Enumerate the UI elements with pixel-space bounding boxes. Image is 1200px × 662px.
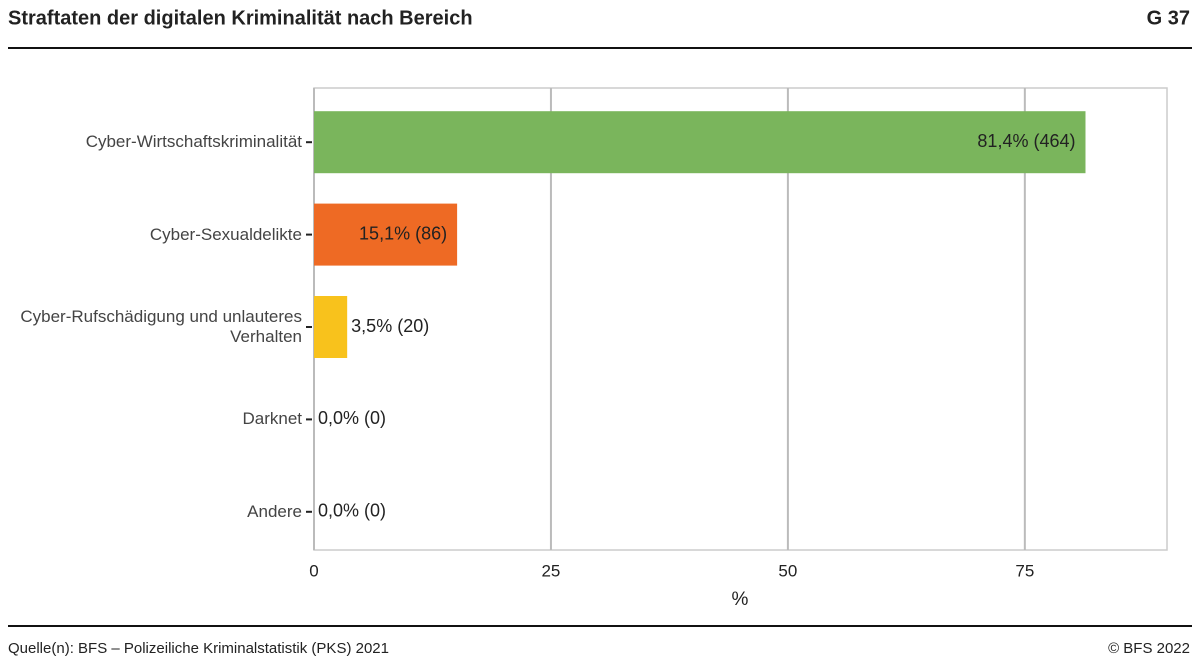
value-label: 0,0% (0) (318, 501, 386, 521)
bar (314, 111, 1086, 174)
source: Quelle(n): BFS – Polizeiliche Kriminalst… (8, 640, 389, 657)
x-tick-label: 75 (1015, 561, 1034, 580)
value-label: 0,0% (0) (318, 408, 386, 428)
value-label: 81,4% (464) (977, 131, 1075, 151)
category-label: Andere (247, 501, 302, 521)
x-tick-label: 50 (778, 561, 797, 580)
value-label: 3,5% (20) (351, 316, 429, 336)
category-label: Cyber-Wirtschaftskriminalität (85, 132, 302, 152)
x-axis-label: % (732, 589, 749, 610)
copyright: © BFS 2022 (1108, 640, 1190, 657)
figure-number: G 37 (1147, 7, 1190, 29)
bar (314, 296, 348, 358)
category-label: Cyber-Sexualdelikte (149, 224, 302, 244)
category-label: Cyber-Rufschädigung und unlauteres Verha… (20, 307, 302, 346)
bar (314, 203, 458, 266)
category-label: Darknet (242, 409, 302, 429)
chart-title: Straftaten der digitalen Kriminalität na… (8, 7, 473, 29)
x-tick-label: 25 (541, 561, 560, 580)
value-label: 15,1% (86) (359, 223, 447, 243)
x-tick-label: 0 (309, 561, 318, 580)
